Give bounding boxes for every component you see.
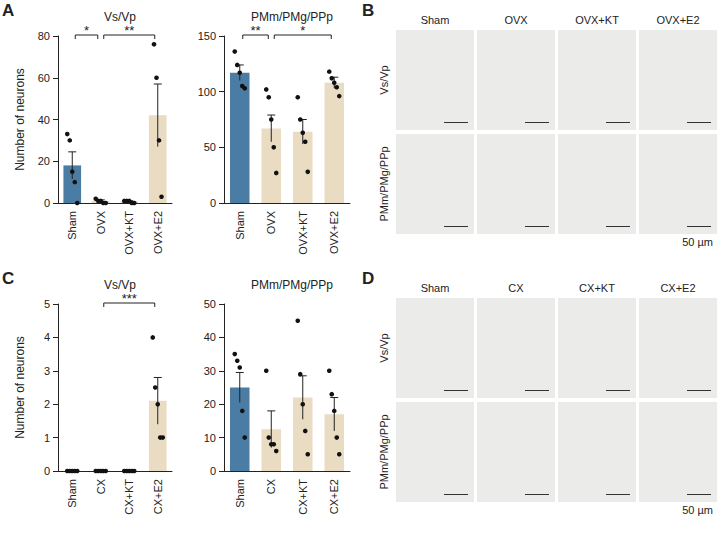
svg-text:OVX: OVX bbox=[265, 210, 277, 234]
svg-text:**: ** bbox=[124, 23, 134, 38]
html-text:Sham: Sham bbox=[420, 14, 450, 26]
svg-text:Vs/Vp: Vs/Vp bbox=[104, 278, 136, 292]
svg-text:CX: CX bbox=[95, 478, 107, 494]
svg-text:80: 80 bbox=[38, 30, 50, 42]
svg-text:4: 4 bbox=[44, 331, 50, 343]
svg-text:CX+KT: CX+KT bbox=[123, 479, 135, 515]
svg-text:0: 0 bbox=[44, 465, 50, 477]
svg-text:*: * bbox=[84, 23, 89, 38]
html-text:Vs/Vp: Vs/Vp bbox=[378, 333, 390, 363]
svg-text:0: 0 bbox=[210, 465, 216, 477]
svg-text:CX+E2: CX+E2 bbox=[328, 479, 340, 514]
svg-text:**: ** bbox=[250, 23, 260, 38]
svg-text:10: 10 bbox=[204, 432, 216, 444]
html-text:B: B bbox=[362, 1, 375, 20]
svg-text:OVX: OVX bbox=[95, 210, 107, 234]
svg-text:OVX+KT: OVX+KT bbox=[297, 211, 309, 255]
svg-text:OVX+E2: OVX+E2 bbox=[328, 211, 340, 254]
svg-text:0: 0 bbox=[44, 197, 50, 209]
svg-text:60: 60 bbox=[38, 72, 50, 84]
svg-text:50: 50 bbox=[204, 298, 216, 310]
svg-text:PMm/PMg/PPp: PMm/PMg/PPp bbox=[251, 278, 333, 292]
html-text:D: D bbox=[362, 269, 375, 288]
svg-text:150: 150 bbox=[198, 30, 216, 42]
svg-text:CX: CX bbox=[265, 478, 277, 494]
svg-text:Sham: Sham bbox=[234, 479, 246, 508]
html-text:CX: CX bbox=[508, 282, 524, 294]
html-text:C: C bbox=[2, 269, 15, 288]
svg-text:1: 1 bbox=[44, 432, 50, 444]
svg-text:Number of neurons: Number of neurons bbox=[13, 68, 27, 171]
html-text:50 µm: 50 µm bbox=[682, 236, 713, 248]
html-text:PMm/PMg/PPp: PMm/PMg/PPp bbox=[378, 414, 390, 490]
svg-text:20: 20 bbox=[204, 398, 216, 410]
svg-text:***: *** bbox=[122, 291, 137, 306]
svg-text:CX+KT: CX+KT bbox=[297, 479, 309, 515]
svg-text:Sham: Sham bbox=[66, 211, 78, 240]
svg-text:5: 5 bbox=[44, 298, 50, 310]
html-text:CX+E2: CX+E2 bbox=[660, 282, 696, 294]
svg-text:40: 40 bbox=[38, 114, 50, 126]
html-text:PMm/PMg/PPp: PMm/PMg/PPp bbox=[378, 146, 390, 222]
html-text:OVX+E2: OVX+E2 bbox=[656, 14, 700, 26]
html-text:OVX+KT: OVX+KT bbox=[575, 14, 619, 26]
svg-text:0: 0 bbox=[210, 197, 216, 209]
svg-text:40: 40 bbox=[204, 331, 216, 343]
svg-text:3: 3 bbox=[44, 365, 50, 377]
svg-text:Number of neurons: Number of neurons bbox=[13, 336, 27, 439]
svg-text:OVX+KT: OVX+KT bbox=[123, 211, 135, 255]
html-text:Sham: Sham bbox=[420, 282, 450, 294]
svg-text:Sham: Sham bbox=[234, 211, 246, 240]
svg-text:CX+E2: CX+E2 bbox=[152, 479, 164, 514]
html-text:A: A bbox=[2, 1, 15, 20]
svg-text:20: 20 bbox=[38, 155, 50, 167]
html-text:50 µm: 50 µm bbox=[682, 504, 713, 516]
svg-text:100: 100 bbox=[198, 86, 216, 98]
html-text:OVX: OVX bbox=[504, 14, 528, 26]
svg-text:OVX+E2: OVX+E2 bbox=[152, 211, 164, 254]
html-text:CX+KT: CX+KT bbox=[579, 282, 615, 294]
svg-text:2: 2 bbox=[44, 398, 50, 410]
svg-text:30: 30 bbox=[204, 365, 216, 377]
svg-text:*: * bbox=[300, 23, 305, 38]
svg-text:Vs/Vp: Vs/Vp bbox=[104, 10, 136, 24]
svg-text:50: 50 bbox=[204, 141, 216, 153]
html-text:Vs/Vp: Vs/Vp bbox=[378, 65, 390, 95]
svg-text:PMm/PMg/PPp: PMm/PMg/PPp bbox=[251, 10, 333, 24]
svg-text:Sham: Sham bbox=[66, 479, 78, 508]
